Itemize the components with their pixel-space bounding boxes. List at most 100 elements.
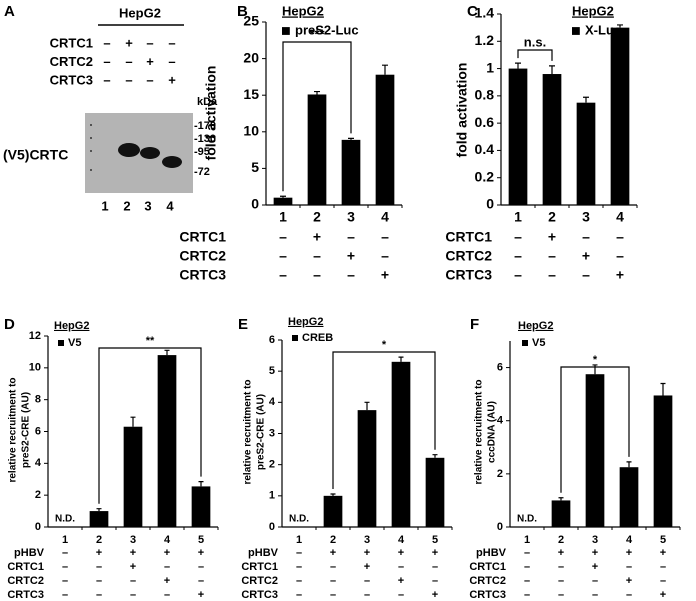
y-tick-label: 2 — [35, 489, 41, 501]
condition-mark: – — [548, 267, 556, 283]
condition-mark: – — [125, 54, 132, 69]
condition-mark: – — [103, 72, 110, 87]
condition-mark: – — [62, 575, 68, 587]
condition-label: CRTC1 — [445, 229, 492, 245]
error-bar — [660, 382, 666, 396]
bar-chart: B HepG2 fold activation 0 5 10 15 20 25 1 2 3 4 preS2… — [179, 3, 403, 283]
panel-letter: A — [4, 3, 15, 20]
condition-mark: + — [432, 589, 438, 601]
bar-chart: E HepG2 relative recruitment to preS2-CRE (… — [238, 316, 453, 601]
x-tick-label: 4 — [616, 209, 624, 225]
legend-label: V5 — [68, 337, 81, 349]
y-axis-label: fold activation — [203, 66, 219, 161]
size-marker: -170 — [194, 120, 216, 132]
y-tick-label: 12 — [29, 330, 41, 342]
x-tick-label: 2 — [96, 534, 102, 546]
error-bar — [592, 364, 598, 375]
x-tick-label: 2 — [330, 534, 336, 546]
y-axis-label: relative recruitment to — [8, 377, 19, 482]
x-tick-label: 5 — [660, 534, 666, 546]
x-tick-label: 1 — [524, 534, 530, 546]
y-tick-label: 6 — [35, 425, 41, 437]
condition-mark: + — [558, 547, 564, 559]
y-tick-label: 1 — [486, 59, 494, 75]
chart-title: HepG2 — [54, 320, 89, 332]
significance-label: ** — [146, 335, 155, 347]
condition-mark: + — [164, 575, 170, 587]
condition-mark: – — [381, 248, 389, 264]
condition-mark: – — [347, 229, 355, 245]
y-tick-label: 6 — [269, 334, 275, 346]
error-bar — [515, 62, 521, 69]
condition-mark: + — [592, 547, 598, 559]
legend-label: preS2-Luc — [295, 22, 359, 37]
bar — [307, 94, 327, 205]
condition-mark: + — [660, 589, 666, 601]
x-tick-label: 1 — [514, 209, 522, 225]
legend-swatch — [282, 27, 290, 35]
y-axis-label: preS2-CRE (AU) — [21, 392, 32, 468]
legend-swatch — [572, 27, 580, 35]
antibody-label: (V5)CRTC — [3, 147, 68, 163]
bar — [551, 500, 571, 527]
condition-label: CRTC1 — [469, 561, 506, 573]
condition-mark: – — [592, 589, 598, 601]
unit-label: kDa — [197, 96, 218, 108]
condition-mark: + — [592, 561, 598, 573]
x-tick-label: 3 — [592, 534, 598, 546]
x-tick-label: 3 — [347, 209, 355, 225]
condition-mark: – — [398, 561, 404, 573]
condition-mark: + — [130, 547, 136, 559]
condition-label: CRTC3 — [445, 267, 492, 283]
condition-mark: – — [330, 589, 336, 601]
condition-mark: – — [103, 35, 110, 50]
condition-mark: – — [582, 267, 590, 283]
condition-label: CRTC2 — [179, 248, 226, 264]
y-tick-label: 4 — [269, 396, 276, 408]
condition-mark: – — [164, 561, 170, 573]
significance-label: * — [382, 339, 387, 351]
y-tick-label: 2 — [497, 468, 503, 480]
legend-swatch — [522, 340, 528, 346]
condition-mark: – — [279, 248, 287, 264]
error-bar — [558, 497, 564, 501]
condition-mark: + — [198, 547, 204, 559]
y-axis-label: fold activation — [454, 63, 470, 158]
error-bar — [626, 461, 632, 468]
blot-image — [85, 113, 193, 193]
significance-bracket — [517, 49, 553, 61]
condition-label: CRTC1 — [241, 561, 278, 573]
condition-mark: + — [582, 248, 590, 264]
band — [118, 143, 140, 157]
y-tick-label: 0 — [486, 196, 494, 212]
value-label: N.D. — [289, 514, 309, 525]
condition-mark: + — [616, 267, 624, 283]
size-marker: -72 — [194, 166, 210, 178]
condition-label: CRTC2 — [469, 575, 506, 587]
error-bar — [617, 24, 623, 28]
bar — [576, 102, 596, 205]
condition-mark: – — [103, 54, 110, 69]
y-tick-label: 1.2 — [475, 32, 495, 48]
bar — [357, 410, 377, 527]
y-tick-label: 8 — [35, 394, 41, 406]
bar — [653, 395, 673, 527]
condition-mark: – — [130, 575, 136, 587]
error-bar — [280, 195, 286, 198]
significance-bracket — [332, 351, 436, 489]
significance-label: * — [593, 354, 598, 366]
condition-mark: – — [96, 561, 102, 573]
legend-swatch — [292, 335, 298, 341]
panel-letter: B — [237, 3, 248, 20]
y-tick-label: 0.6 — [475, 114, 495, 130]
condition-mark: – — [432, 561, 438, 573]
condition-mark: – — [626, 589, 632, 601]
x-tick-label: 3 — [582, 209, 590, 225]
y-tick-label: 0 — [251, 196, 259, 212]
condition-mark: + — [164, 547, 170, 559]
band — [162, 156, 182, 168]
condition-mark: + — [398, 547, 404, 559]
y-tick-label: 15 — [243, 86, 259, 102]
y-tick-label: 0.8 — [475, 87, 495, 103]
x-tick-label: 4 — [626, 534, 633, 546]
